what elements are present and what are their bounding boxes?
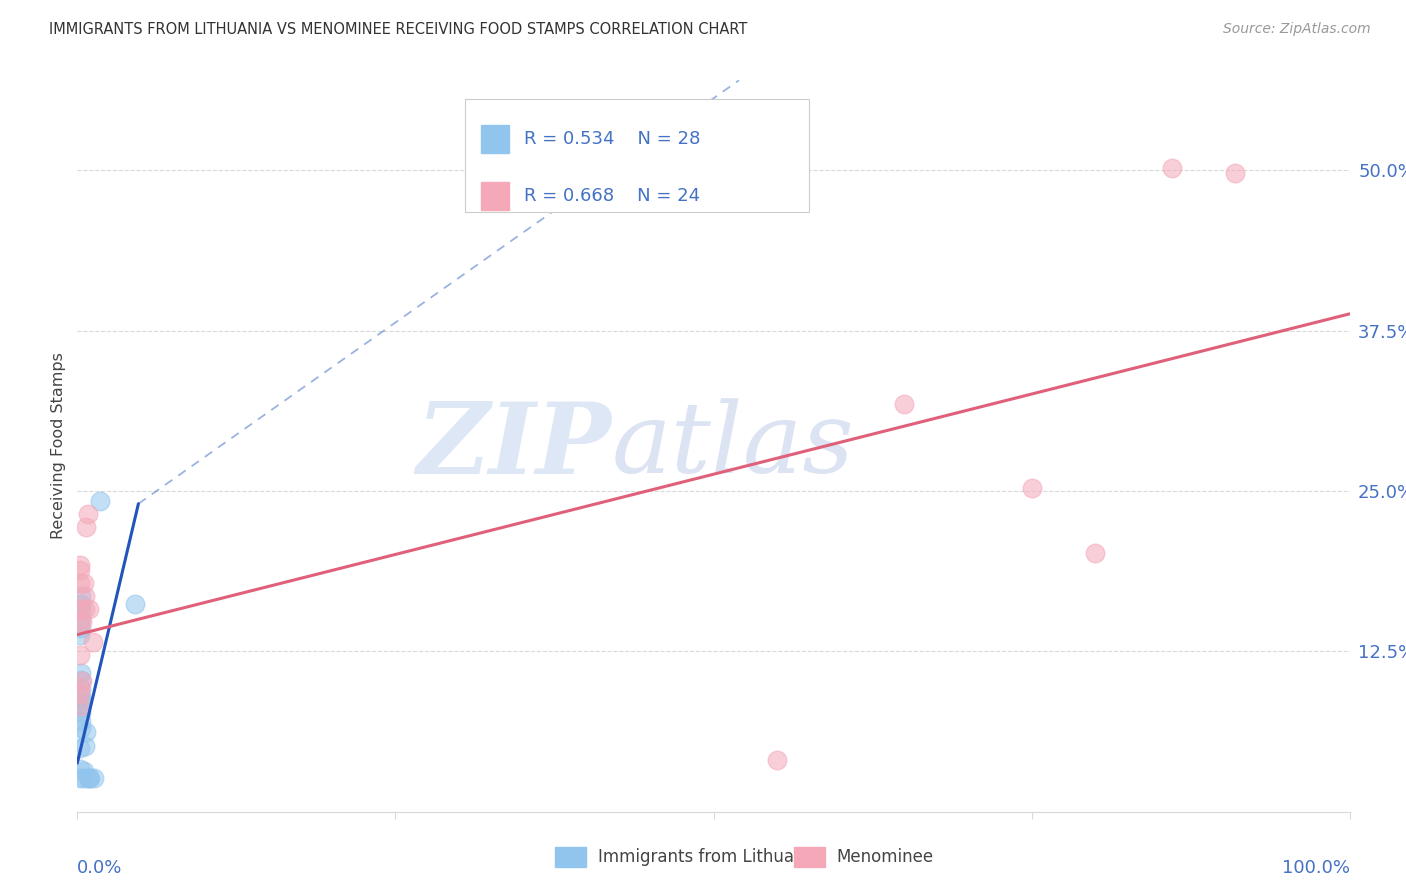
Point: [73, 772, 96, 786]
Point: [69, 602, 91, 616]
Point: [76, 772, 98, 786]
Point: [69, 680, 91, 694]
Point: [70, 690, 93, 704]
Point: [70, 700, 93, 714]
Point: [70, 612, 93, 626]
Point: [1160, 161, 1182, 175]
Point: [70, 681, 93, 696]
Point: [69, 576, 91, 591]
Point: [76, 507, 98, 521]
Point: [69, 648, 91, 662]
Point: [1084, 545, 1107, 559]
Point: [70, 694, 93, 708]
Point: [70, 666, 93, 681]
Point: [77, 772, 100, 786]
Text: Source: ZipAtlas.com: Source: ZipAtlas.com: [1223, 22, 1371, 37]
Point: [70, 673, 93, 687]
Point: [82, 635, 104, 649]
Point: [70, 621, 93, 635]
Text: R = 0.534    N = 28: R = 0.534 N = 28: [524, 130, 700, 148]
FancyBboxPatch shape: [465, 99, 808, 212]
Point: [89, 494, 111, 508]
Point: [72, 673, 94, 688]
Text: Menominee: Menominee: [837, 848, 934, 866]
Point: [69, 558, 91, 573]
Text: R = 0.668    N = 24: R = 0.668 N = 24: [524, 186, 700, 205]
FancyBboxPatch shape: [481, 182, 509, 210]
Point: [77, 602, 100, 616]
Point: [1021, 481, 1043, 495]
Point: [69, 740, 91, 755]
Point: [70, 603, 93, 617]
Point: [83, 772, 105, 786]
Point: [69, 763, 91, 777]
Text: 0.0%: 0.0%: [77, 859, 122, 877]
Point: [69, 627, 91, 641]
Text: 100.0%: 100.0%: [1282, 859, 1350, 877]
Point: [73, 764, 96, 778]
Point: [70, 597, 93, 611]
Point: [73, 602, 96, 616]
Point: [69, 564, 91, 578]
Point: [70, 714, 93, 728]
Point: [79, 772, 101, 786]
Point: [69, 699, 91, 714]
FancyBboxPatch shape: [481, 125, 509, 153]
Point: [893, 397, 915, 411]
Point: [72, 615, 94, 629]
Point: [75, 520, 97, 534]
Point: [73, 576, 96, 591]
Point: [124, 597, 146, 611]
Text: atlas: atlas: [612, 399, 855, 493]
Text: Immigrants from Lithuania: Immigrants from Lithuania: [598, 848, 818, 866]
Text: IMMIGRANTS FROM LITHUANIA VS MENOMINEE RECEIVING FOOD STAMPS CORRELATION CHART: IMMIGRANTS FROM LITHUANIA VS MENOMINEE R…: [49, 22, 748, 37]
Point: [69, 772, 91, 786]
Point: [70, 589, 93, 603]
Point: [70, 706, 93, 720]
Point: [69, 687, 91, 701]
Point: [1225, 166, 1247, 180]
Point: [70, 721, 93, 735]
Point: [73, 589, 96, 603]
Point: [69, 615, 91, 629]
Point: [766, 753, 789, 767]
Point: [75, 725, 97, 739]
Text: ZIP: ZIP: [416, 398, 612, 494]
Point: [73, 739, 96, 754]
Y-axis label: Receiving Food Stamps: Receiving Food Stamps: [51, 352, 66, 540]
